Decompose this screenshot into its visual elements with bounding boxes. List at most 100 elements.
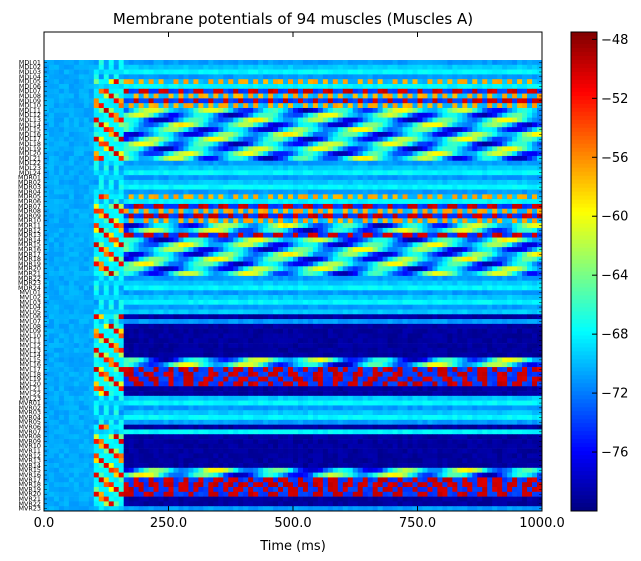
heatmap-cell [437,155,443,162]
heatmap-cell [138,93,144,99]
heatmap-cell [397,280,403,286]
heatmap-cell [123,175,130,181]
heatmap-cell [183,175,189,181]
heatmap-cell [462,237,468,243]
heatmap-cell [143,151,149,157]
heatmap-cell [522,69,528,75]
heatmap-cell [183,170,189,176]
heatmap-cell [457,136,463,142]
heatmap-cell [148,290,154,296]
heatmap-cell [218,79,224,85]
heatmap-cell [402,155,408,162]
heatmap-cell [213,213,219,219]
heatmap-cell [482,203,488,210]
heatmap-cell [133,251,140,258]
heatmap-cell [53,256,60,262]
heatmap-cell [442,290,448,296]
heatmap-cell [502,160,508,166]
heatmap-cell [432,179,438,186]
heatmap-cell [58,232,65,238]
heatmap-cell [238,247,244,253]
heatmap-cell [332,155,339,162]
heatmap-cell [417,112,423,118]
heatmap-cell [457,213,463,219]
heatmap-cell [482,237,488,243]
heatmap-cell [337,290,344,296]
heatmap-cell [322,136,329,142]
heatmap-cell [118,285,125,291]
heatmap-cell [382,232,389,238]
heatmap-cell [243,280,249,286]
heatmap-cell [78,175,85,181]
heatmap-cell [432,165,438,171]
heatmap-cell [417,170,423,176]
heatmap-cell [427,203,433,210]
heatmap-cell [497,83,503,90]
heatmap-cell [218,103,224,109]
heatmap-cell [193,131,199,138]
heatmap-row [44,295,543,301]
heatmap-cell [352,290,359,296]
heatmap-cell [288,251,294,258]
heatmap-cell [178,136,184,142]
heatmap-cell [322,203,329,210]
heatmap-cell [392,261,398,267]
heatmap-cell [163,218,169,224]
heatmap-cell [288,170,294,176]
heatmap-cell [113,218,120,224]
heatmap-cell [467,208,473,214]
heatmap-cell [188,146,194,152]
heatmap-cell [472,64,478,70]
heatmap-cell [123,131,130,138]
heatmap-cell [283,60,289,66]
heatmap-cell [273,184,279,190]
heatmap-cell [103,107,110,114]
heatmap-cell [133,122,140,128]
heatmap-cell [367,131,374,138]
heatmap-cell [342,218,349,224]
heatmap-cell [208,208,214,214]
heatmap-cell [302,69,309,75]
heatmap-cell [452,175,458,181]
heatmap-cell [397,98,403,104]
heatmap-cell [367,151,374,157]
heatmap-cell [83,189,90,195]
heatmap-cell [507,237,513,243]
heatmap-cell [238,122,244,128]
heatmap-cell [417,194,423,200]
heatmap-cell [48,107,55,114]
heatmap-cell [293,237,299,243]
heatmap-cell [302,266,309,272]
heatmap-cell [342,194,349,200]
heatmap-cell [223,136,229,142]
heatmap-cell [352,218,359,224]
heatmap-cell [382,160,389,166]
heatmap-cell [68,175,75,181]
heatmap-cell [482,218,488,224]
heatmap-cell [228,184,234,190]
heatmap-cell [317,117,324,123]
heatmap-cell [68,160,75,166]
heatmap-cell [113,88,120,94]
heatmap-cell [293,127,299,133]
heatmap-cell [522,227,528,234]
heatmap-cell [188,93,194,99]
heatmap-cell [143,93,149,99]
heatmap-cell [512,179,518,186]
heatmap-cell [78,155,85,162]
heatmap-cell [327,131,334,138]
heatmap-cell [452,261,458,267]
heatmap-cell [472,223,478,229]
heatmap-cell [48,275,55,281]
heatmap-cell [248,223,254,229]
heatmap-cell [118,127,125,133]
heatmap-cell [103,199,110,205]
heatmap-cell [173,175,179,181]
heatmap-cell [472,83,478,90]
heatmap-cell [118,261,125,267]
heatmap-cell [527,151,533,157]
heatmap-cell [392,93,398,99]
heatmap-cell [357,285,364,291]
heatmap-cell [293,232,299,238]
heatmap-cell [108,141,115,147]
